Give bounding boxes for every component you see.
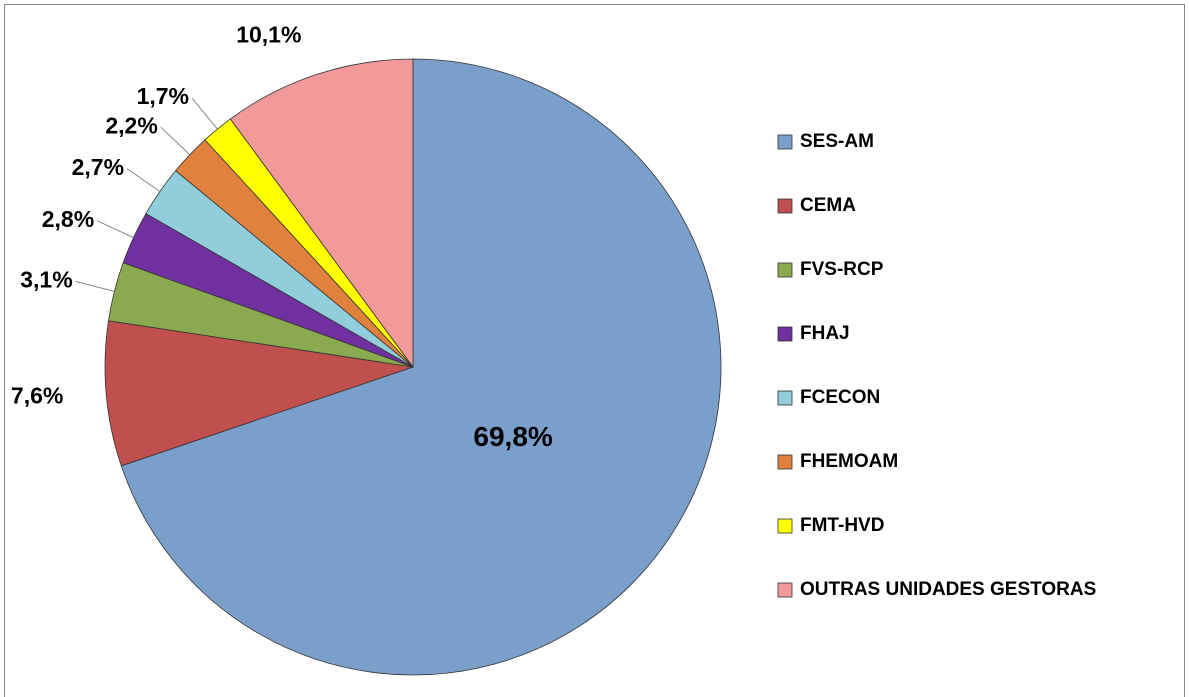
data-label: 69,8% [473,421,552,452]
leader-line [96,220,134,239]
legend-swatch [777,134,793,150]
legend-label: SES-AM [800,131,874,152]
pie-slice [104,320,414,467]
leader-line [126,168,161,192]
legend-swatch [777,262,793,278]
legend-swatch [777,454,793,470]
chart-frame [4,4,1185,697]
data-label: 2,2% [105,112,157,138]
pie-slice [120,58,722,676]
leader-line [160,126,191,156]
legend-swatch [777,518,793,534]
data-label: 10,1% [236,21,301,47]
data-label: 7,6% [11,383,63,409]
legend-swatch [777,582,793,598]
data-label: 1,7% [137,83,189,109]
legend-swatch [777,390,793,406]
data-label: 2,8% [42,206,94,232]
legend-label: OUTRAS UNIDADES GESTORAS [800,579,1096,600]
leader-line [75,281,115,292]
legend-label: FMT-HVD [800,515,884,536]
legend-label: CEMA [800,195,856,216]
data-label: 2,7% [72,154,124,180]
legend-label: FHAJ [800,323,850,344]
legend-label: FCECON [800,387,880,408]
legend-swatch [777,198,793,214]
leader-line [191,97,218,130]
legend-swatch [777,326,793,342]
legend-label: FHEMOAM [800,451,898,472]
pie-slice [229,58,414,369]
legend-label: FVS-RCP [800,259,884,280]
data-label: 3,1% [20,267,72,293]
